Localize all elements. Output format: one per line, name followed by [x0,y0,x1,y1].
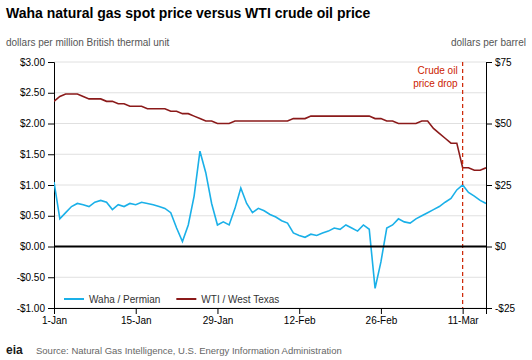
grid-line [54,62,486,63]
grid-line [54,185,486,186]
tick: $50 [486,118,512,129]
legend-item: WTI / West Texas [176,294,279,305]
grid-line [54,154,486,155]
grid [54,62,486,308]
tick-label: 15-Jan [121,315,152,326]
annotation-line [462,62,463,308]
tick-label: 29-Jan [203,315,234,326]
tick-label: $0 [495,241,507,252]
tick: $0.00 [20,241,54,252]
y2-axis-title: dollars per barrel [451,37,526,48]
axis-line [487,63,493,309]
tick-mark [136,308,137,314]
series-line [54,151,486,288]
tick: -$0.50 [17,272,54,283]
tick-label: $0.00 [20,241,45,252]
axis-line [55,309,487,315]
grid-line [54,277,486,278]
title: Waha natural gas spot price versus WTI c… [6,5,371,21]
tick-label: $3.00 [20,57,45,68]
tick: 1-Jan [42,308,67,326]
axis-line [48,63,55,309]
tick-label: $25 [495,180,512,191]
tick-mark [486,308,492,309]
tick: 26-Feb [366,308,398,326]
tick: $25 [486,180,512,191]
legend-label: Waha / Permian [89,294,160,305]
tick-mark [48,62,54,63]
grid-line [54,123,486,124]
zero-line [54,246,486,248]
tick: $0 [486,241,507,252]
tick-mark [486,62,492,63]
legend-swatch [64,298,84,300]
tick-mark [486,247,492,248]
tick: $0.50 [20,210,54,221]
y-axis: -$1.00 -$0.50 $0.00 $0.50 $1.00 $1.50 $2.00 $2.… [17,57,55,314]
y-axis-title: dollars per million British thermal unit [6,37,170,48]
chart: Waha natural gas spot price versus WTI c… [0,0,532,360]
annotation-line-text: Crude oil [418,65,458,76]
tick-mark [48,216,54,217]
tick-label: $1.00 [20,180,45,191]
tick: $1.50 [20,149,54,160]
tick-mark [48,247,54,248]
tick-mark [217,308,218,314]
tick-mark [299,308,300,314]
tick-label: $0.50 [20,210,45,221]
tick: -$25 [486,303,515,314]
logo: eia [6,343,23,357]
tick-mark [381,308,382,314]
tick-label: -$25 [495,303,515,314]
grid-line [54,92,486,93]
tick: -$1.00 [17,303,54,314]
tick: $3.00 [20,57,54,68]
source: Source: Natural Gas Intelligence, U.S. E… [36,345,342,356]
tick-mark [486,185,492,186]
tick-mark [48,124,54,125]
tick-label: -$0.50 [17,272,46,283]
tick-label: $2.50 [20,87,45,98]
tick: $75 [486,57,512,68]
legend-label: WTI / West Texas [201,294,279,305]
tick-label: $75 [495,57,512,68]
x-axis: 1-Jan 15-Jan 29-Jan 12-Feb 26-Feb 11-Mar [42,308,487,326]
tick: 12-Feb [284,308,316,326]
tick-label: 12-Feb [284,315,316,326]
legend: Waha / Permian WTI / West Texas [64,294,279,305]
tick-mark [486,124,492,125]
tick-mark [48,185,54,186]
tick-label: 1-Jan [42,315,67,326]
tick-label: 26-Feb [366,315,398,326]
tick-mark [463,308,464,314]
tick-label: -$1.00 [17,303,46,314]
legend-item: Waha / Permian [64,294,160,305]
tick: 29-Jan [203,308,234,326]
y2-axis: -$25 $0 $25 $50 $75 [486,57,515,314]
legend-swatch [176,298,196,300]
annotation: Crude oil price drop [413,65,458,89]
tick-label: $50 [495,118,512,129]
tick-mark [48,154,54,155]
annotation-line-text: price drop [413,78,458,89]
tick-mark [48,277,54,278]
tick: 15-Jan [121,308,152,326]
tick: $1.00 [20,180,54,191]
tick-mark [48,93,54,94]
tick-label: $2.00 [20,118,45,129]
tick: $2.00 [20,118,54,129]
tick: 11-Mar [448,308,480,326]
tick: $2.50 [20,87,54,98]
plot-area [54,62,486,308]
grid-line [54,246,486,247]
series-line [54,94,486,170]
tick-mark [48,308,54,309]
tick-label: 11-Mar [448,315,480,326]
tick-label: $1.50 [20,149,45,160]
